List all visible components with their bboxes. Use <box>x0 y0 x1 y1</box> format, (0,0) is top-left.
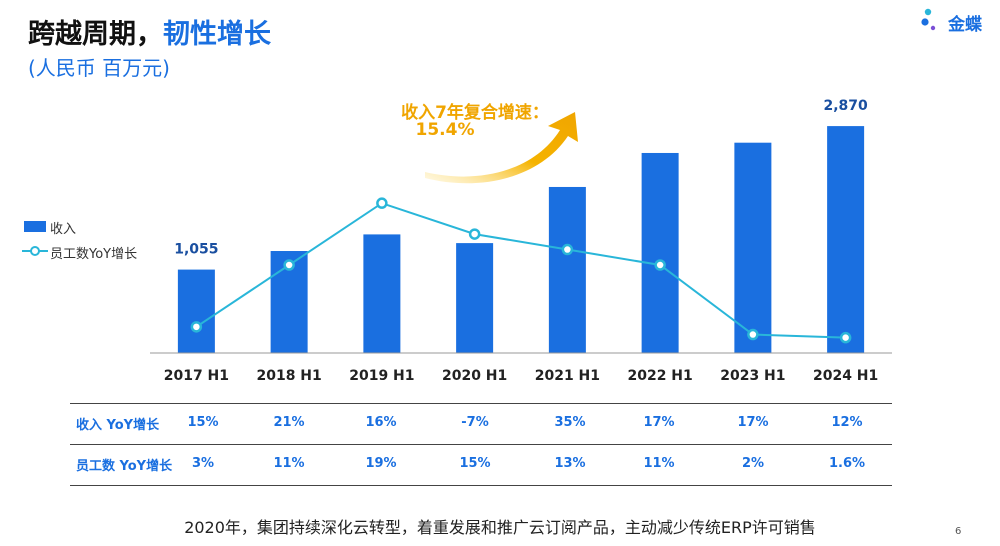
bar-data-label: 2,870 <box>823 98 868 114</box>
table-cell: 2% <box>741 456 765 471</box>
footer-note: 2020年，集团持续深化云转型，着重发展和推广云订阅产品，主动减少传统ERP许可… <box>184 518 816 537</box>
table-cell: 3% <box>191 456 215 471</box>
bar-2020-h1 <box>456 243 494 353</box>
row-label-employees: 员工数 YoY增长 <box>76 459 173 474</box>
table-cell: 19% <box>365 456 397 471</box>
line-point-2020-h1 <box>468 228 481 240</box>
page-title: 跨越周期，韧性增长 <box>28 12 271 51</box>
employee-yoy-line <box>195 202 846 339</box>
line-point-2021-h1 <box>561 243 574 256</box>
bar-2023-h1 <box>734 142 772 353</box>
legend-line-label: 员工数YoY增长 <box>50 247 138 262</box>
row-label-revenue: 收入 YoY增长 <box>76 418 160 433</box>
growth-arrow-icon <box>425 112 578 184</box>
table-cell: 13% <box>554 456 586 471</box>
legend-line-marker <box>30 246 40 256</box>
table-cell: 16% <box>365 415 397 430</box>
legend-bar-label: 收入 <box>50 222 77 237</box>
table-cell: 12% <box>831 415 863 430</box>
line-point-2023-h1 <box>747 328 759 341</box>
cagr-value: 15.4% <box>415 120 475 140</box>
line-point-2018-h1 <box>283 259 295 271</box>
x-tick-label: 2019 H1 <box>349 368 414 384</box>
table-row: 员工数 YoY增长 3% 11% 19% 15% 13% 11% 2% 1.6% <box>70 445 892 486</box>
x-tick-label: 2023 H1 <box>720 368 785 384</box>
x-tick-label: 2021 H1 <box>535 368 600 384</box>
bar-2017-h1 <box>177 269 215 353</box>
cagr-label: 收入7年复合增速： <box>401 103 549 123</box>
x-tick-label: 2022 H1 <box>627 368 692 384</box>
table-row: 收入 YoY增长 15% 21% 16% -7% 35% 17% 17% 12% <box>70 403 892 445</box>
bar-2022-h1 <box>641 152 679 353</box>
table-cell: 11% <box>273 456 305 471</box>
bar-2019-h1 <box>363 234 401 353</box>
logo-text: 金蝶 <box>948 15 982 35</box>
line-point-2019-h1 <box>376 197 388 209</box>
line-point-2024-h1 <box>839 331 852 344</box>
x-tick-label: 2017 H1 <box>164 368 229 384</box>
x-tick-label: 2020 H1 <box>442 368 507 384</box>
title-highlight: 韧性增长 <box>163 19 271 50</box>
table-cell: 21% <box>273 415 305 430</box>
table-cell: 35% <box>554 415 586 430</box>
page-number: 6 <box>955 526 962 537</box>
revenue-chart: 2017 H1 2018 H1 2019 H1 2020 H1 2021 H1 2022 … <box>22 98 892 384</box>
yoy-table: 收入 YoY增长 15% 21% 16% -7% 35% 17% 17% 12%… <box>70 403 892 486</box>
title-main: 跨越周期， <box>28 19 163 50</box>
x-tick-label: 2018 H1 <box>256 368 321 384</box>
table-cell: -7% <box>461 415 489 430</box>
table-cell: 17% <box>643 415 675 430</box>
unit-subtitle: (人民币 百万元) <box>28 56 170 80</box>
logo-icon <box>921 8 936 31</box>
table-cell: 15% <box>187 415 219 430</box>
x-tick-label: 2024 H1 <box>813 368 878 384</box>
legend-bar-swatch <box>24 221 46 232</box>
table-cell: 11% <box>643 456 675 471</box>
table-cell: 1.6% <box>828 456 866 471</box>
bar-data-label: 1,055 <box>174 242 218 258</box>
table-cell: 15% <box>459 456 491 471</box>
line-point-2022-h1 <box>654 259 666 271</box>
table-cell: 17% <box>737 415 769 430</box>
bar-2021-h1 <box>548 186 586 353</box>
line-point-2017-h1 <box>190 321 203 333</box>
bar-2024-h1 <box>827 126 865 353</box>
